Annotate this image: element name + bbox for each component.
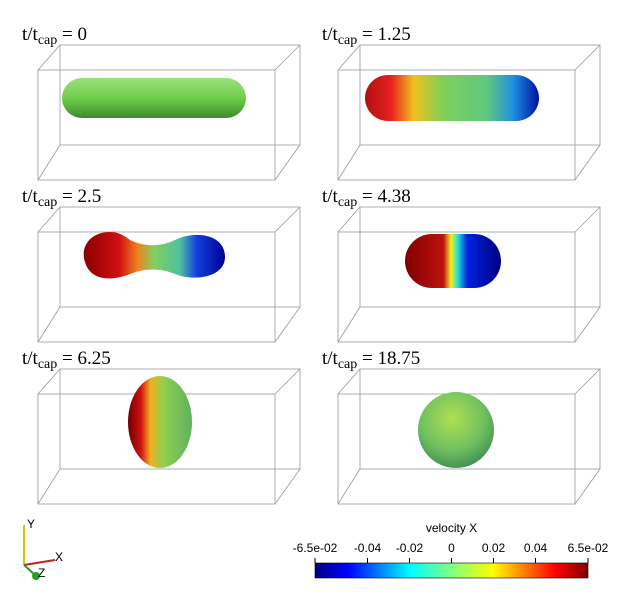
box-edge [337,44,361,71]
box-back [59,206,301,308]
box-edge [37,44,61,71]
bounding-box [337,206,601,343]
x-axis [23,559,56,566]
panel: t/tcap = 2.5 [22,186,301,343]
box-edge [337,144,361,181]
label-main: t/t [22,186,39,207]
x-axis-label: X [55,550,63,564]
colorbar-tick-label: -6.5e-02 [293,541,338,555]
label-value: = 18.75 [357,348,420,369]
box-edge [37,368,61,395]
box-edge [574,144,601,181]
box-front [337,69,576,181]
panel: t/tcap = 18.75 [322,348,601,505]
colorbar-tick-label: 0.04 [524,541,548,555]
box-edge [274,468,301,505]
panel-label: t/tcap = 0 [22,24,87,48]
colorbar [314,562,589,579]
panel-label: t/tcap = 18.75 [322,348,420,372]
box-edge [574,44,601,71]
label-value: = 4.38 [357,186,410,207]
box-edge [37,468,61,505]
panel-label: t/tcap = 6.25 [22,348,111,372]
panel: t/tcap = 6.25 [22,348,301,505]
label-value: = 6.25 [57,348,110,369]
colorbar-title: velocity X [426,521,477,535]
box-edge [274,306,301,343]
box-edge [37,306,61,343]
label-value: = 2.5 [57,186,101,207]
colorbar-tick-label: 6.5e-02 [568,541,609,555]
droplet [405,234,501,288]
box-edge [337,306,361,343]
bounding-box [37,44,301,181]
label-subscript: cap [38,195,57,210]
box-edge [574,468,601,505]
axes-triad: Y XZ [23,517,63,580]
panel: t/tcap = 1.25 [322,24,601,181]
box-front [37,69,276,181]
label-main: t/t [322,186,339,207]
label-subscript: cap [38,357,57,372]
label-main: t/t [322,348,339,369]
label-value: = 0 [57,24,87,45]
droplet [418,392,494,468]
box-edge [574,206,601,233]
y-axis-label: Y [27,517,35,531]
box-edge [274,44,301,71]
droplet [128,376,192,468]
label-main: t/t [22,24,39,45]
label-subscript: cap [38,33,57,48]
panel-label: t/tcap = 2.5 [22,186,101,210]
droplet [62,78,246,118]
z-tip [32,572,40,580]
box-back [359,206,601,308]
panel: t/tcap = 4.38 [322,186,601,343]
label-subscript: cap [338,357,357,372]
box-edge [337,468,361,505]
box-back [59,368,301,470]
droplet [365,75,539,121]
droplet [83,232,225,279]
label-main: t/t [22,348,39,369]
z-axis-label: Z [38,566,45,580]
box-edge [37,144,61,181]
label-subscript: cap [338,33,357,48]
panel-label: t/tcap = 4.38 [322,186,411,210]
box-edge [37,206,61,233]
box-front [37,231,276,343]
colorbar-tick-label: -0.02 [396,541,424,555]
box-edge [337,368,361,395]
box-edge [274,144,301,181]
colorbar-tick-label: -0.04 [354,541,382,555]
label-subscript: cap [338,195,357,210]
box-edge [574,306,601,343]
label-main: t/t [322,24,339,45]
colorbar-tick-label: 0 [448,541,455,555]
box-edge [274,206,301,233]
bounding-box [337,44,601,181]
panel: t/tcap = 0 [22,24,301,181]
box-back [359,44,601,146]
panel-label: t/tcap = 1.25 [322,24,411,48]
bounding-box [37,206,301,343]
box-back [359,368,601,470]
box-edge [274,368,301,395]
label-value: = 1.25 [357,24,410,45]
colorbar-tick-label: 0.02 [482,541,506,555]
box-edge [337,206,361,233]
box-front [337,231,576,343]
box-edge [574,368,601,395]
box-back [59,44,301,146]
